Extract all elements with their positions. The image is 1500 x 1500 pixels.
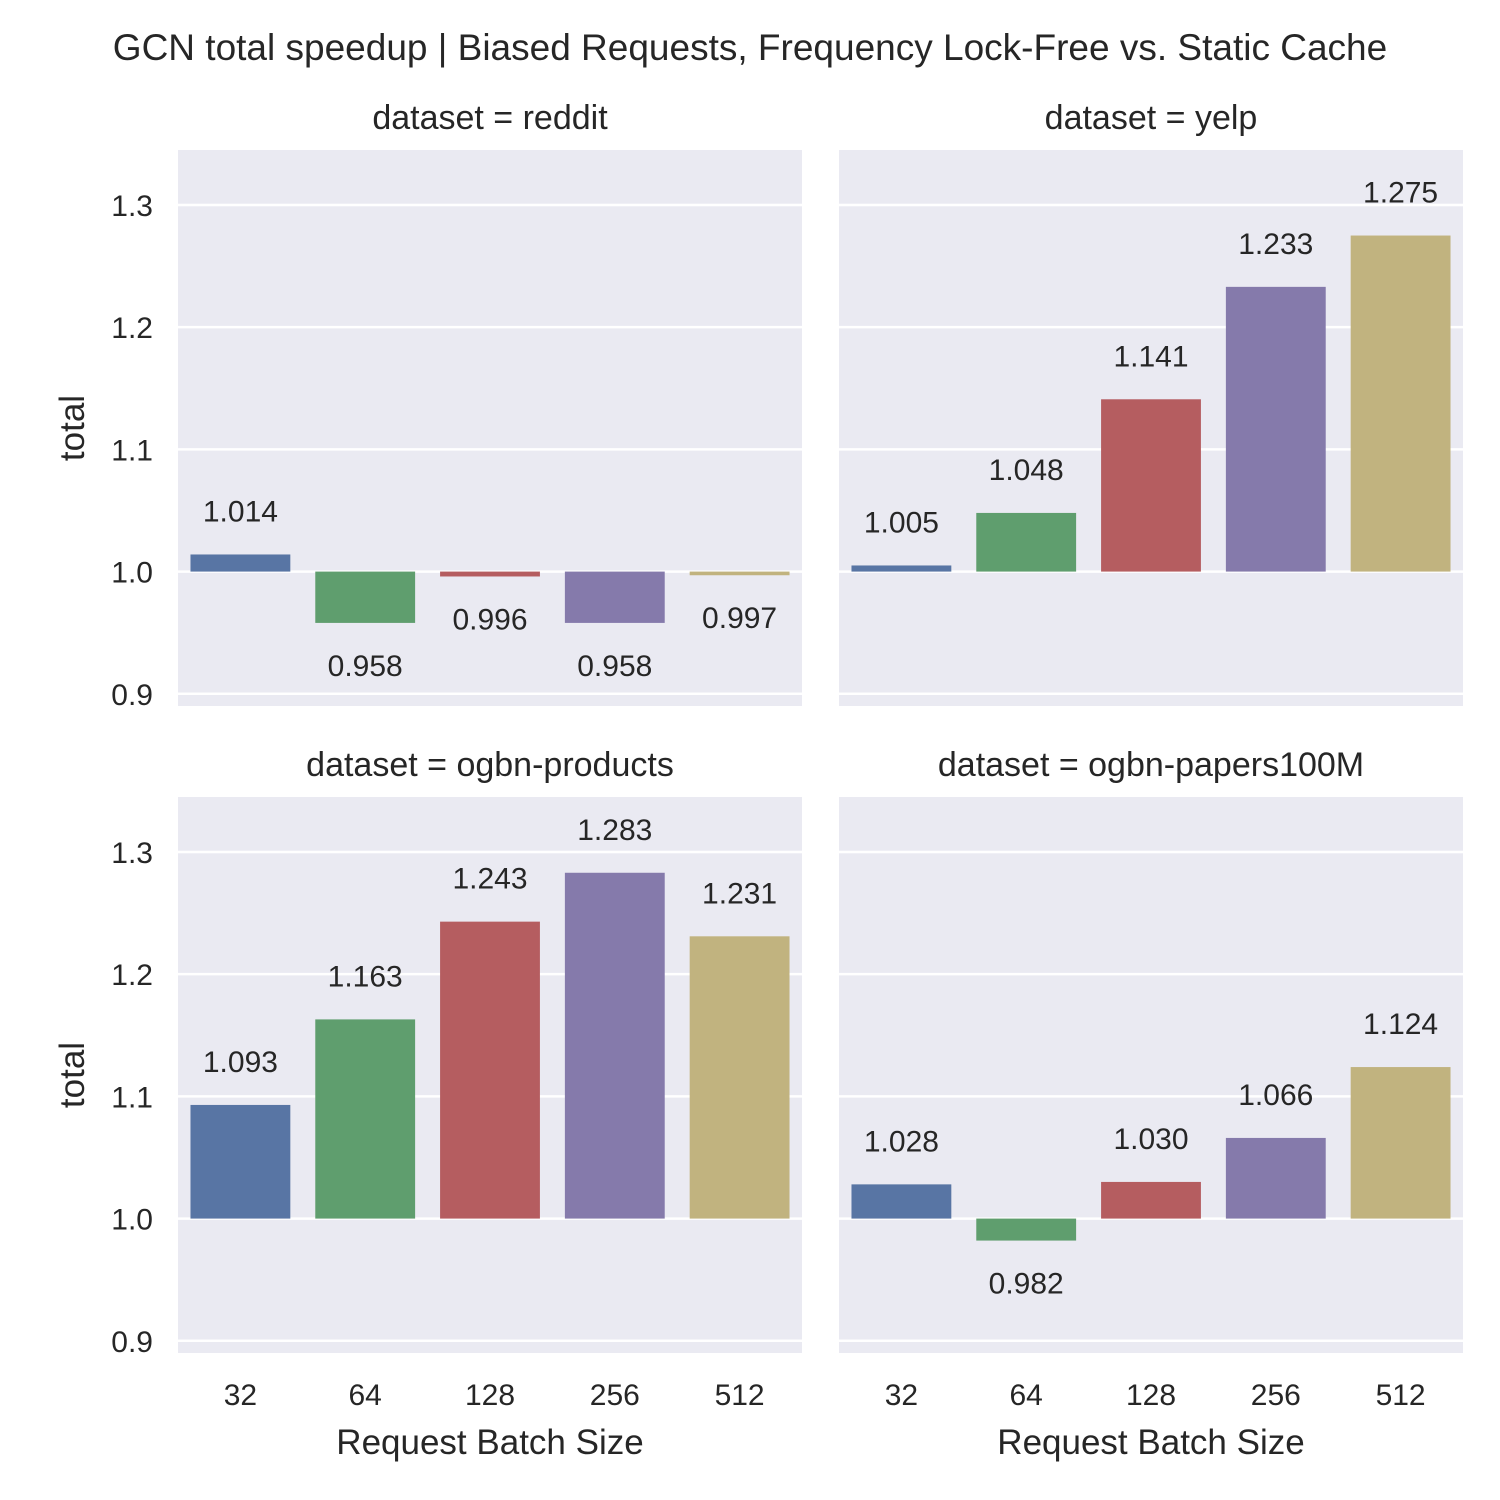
bar-256 — [564, 872, 665, 1219]
x-axis-label: Request Batch Size — [336, 1423, 643, 1462]
bar-256 — [1225, 1137, 1326, 1219]
y-tick-label: 1.1 — [111, 434, 153, 467]
x-tick-label: 32 — [885, 1379, 918, 1412]
bar-32 — [190, 1104, 291, 1219]
bar-256 — [564, 571, 665, 623]
bar-64 — [315, 1019, 416, 1219]
facet-title: dataset = ogbn-papers100M — [938, 746, 1364, 784]
facet-panel-yelp: 1.005 1.048 1.141 1.233 1.275 dataset = yelp — [839, 99, 1463, 706]
y-tick-label: 1.3 — [111, 190, 153, 223]
bar-64 — [976, 512, 1077, 572]
data-label: 1.005 — [864, 506, 939, 539]
bar-512 — [1350, 1067, 1451, 1219]
bar-128 — [440, 571, 540, 577]
x-tick-label: 128 — [1126, 1379, 1176, 1412]
bar-64 — [976, 1218, 1077, 1241]
data-label: 1.233 — [1238, 228, 1313, 261]
bar-128 — [1101, 1181, 1201, 1219]
data-label: 0.997 — [702, 602, 777, 635]
data-label: 0.958 — [328, 650, 403, 683]
x-tick-label: 512 — [715, 1379, 765, 1412]
facet-title: dataset = yelp — [1045, 99, 1258, 137]
bar-512 — [689, 571, 790, 576]
data-label: 1.093 — [203, 1046, 278, 1079]
x-tick-label: 64 — [349, 1379, 382, 1412]
data-label: 1.243 — [452, 863, 527, 896]
data-label: 1.141 — [1113, 340, 1188, 373]
plot-background — [178, 150, 802, 706]
y-axis-label: total — [53, 1042, 92, 1108]
facet-title: dataset = ogbn-products — [306, 746, 674, 784]
bar-128 — [1101, 399, 1201, 572]
facet-title: dataset = reddit — [372, 99, 608, 137]
data-label: 1.283 — [577, 814, 652, 847]
y-tick-label: 1.2 — [111, 959, 153, 992]
facet-panel-ogbn-papers100m: 1.028 0.982 1.030 1.066 1.124 dataset = ogbn-… — [839, 746, 1463, 1462]
data-label: 0.982 — [989, 1268, 1064, 1301]
x-tick-label: 512 — [1376, 1379, 1426, 1412]
x-tick-label: 128 — [465, 1379, 515, 1412]
bar-32 — [851, 565, 952, 572]
x-axis-label: Request Batch Size — [997, 1423, 1304, 1462]
data-label: 1.163 — [328, 960, 403, 993]
facet-panel-reddit: 1.014 0.958 0.996 0.958 0.997 dataset = reddi… — [53, 99, 802, 712]
bar-512 — [689, 936, 790, 1219]
facet-panel-ogbn-products: 1.093 1.163 1.243 1.283 1.231 dataset = ogbn-… — [53, 746, 802, 1462]
data-label: 1.066 — [1238, 1079, 1313, 1112]
bar-32 — [851, 1184, 952, 1219]
y-tick-label: 1.1 — [111, 1081, 153, 1114]
data-label: 0.958 — [577, 650, 652, 683]
data-label: 0.996 — [452, 603, 527, 636]
bar-64 — [315, 571, 416, 623]
y-tick-label: 1.0 — [111, 1204, 153, 1237]
data-label: 1.030 — [1113, 1123, 1188, 1156]
data-label: 1.048 — [989, 454, 1064, 487]
data-label: 1.014 — [203, 495, 278, 528]
y-tick-label: 1.0 — [111, 557, 153, 590]
x-tick-label: 256 — [1251, 1379, 1301, 1412]
data-label: 1.124 — [1363, 1008, 1438, 1041]
x-tick-label: 256 — [590, 1379, 640, 1412]
x-tick-label: 64 — [1010, 1379, 1043, 1412]
y-tick-label: 0.9 — [111, 679, 153, 712]
y-tick-label: 0.9 — [111, 1326, 153, 1359]
chart-title: GCN total speedup | Biased Requests, Fre… — [113, 27, 1387, 68]
y-axis-label: total — [53, 395, 92, 461]
data-label: 1.275 — [1363, 177, 1438, 210]
data-label: 1.028 — [864, 1125, 939, 1158]
bar-128 — [440, 921, 540, 1219]
bar-32 — [190, 554, 291, 572]
y-tick-label: 1.3 — [111, 837, 153, 870]
bar-256 — [1225, 286, 1326, 572]
x-tick-label: 32 — [224, 1379, 257, 1412]
y-tick-label: 1.2 — [111, 312, 153, 345]
bar-512 — [1350, 235, 1451, 572]
data-label: 1.231 — [702, 877, 777, 910]
